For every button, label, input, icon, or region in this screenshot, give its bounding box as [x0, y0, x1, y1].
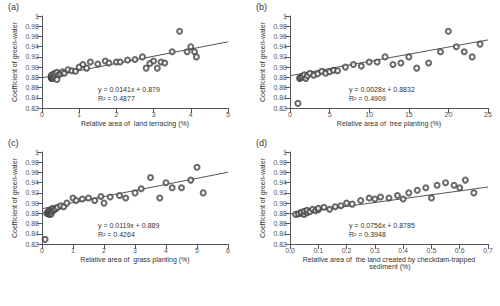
svg-text:0.88: 0.88: [273, 210, 287, 217]
svg-text:0.96: 0.96: [273, 169, 287, 176]
svg-text:0.88: 0.88: [273, 74, 287, 81]
svg-text:5: 5: [226, 111, 230, 118]
svg-text:0.98: 0.98: [273, 159, 287, 166]
svg-text:0.5: 0.5: [427, 247, 437, 254]
svg-text:4: 4: [189, 111, 193, 118]
svg-text:10: 10: [365, 111, 373, 118]
svg-text:0.6: 0.6: [455, 247, 465, 254]
svg-text:6: 6: [226, 247, 230, 254]
svg-text:0.90: 0.90: [273, 200, 287, 207]
svg-text:R² = 0.4264: R² = 0.4264: [98, 231, 135, 238]
svg-text:0.82: 0.82: [273, 240, 287, 248]
svg-text:R² = 0.4909: R² = 0.4909: [349, 95, 386, 102]
svg-text:1: 1: [71, 247, 75, 254]
svg-text:1: 1: [35, 13, 39, 20]
svg-text:Relative area of grass planti: Relative area of grass planting (%): [80, 256, 189, 264]
svg-text:0.92: 0.92: [273, 189, 287, 196]
svg-text:1: 1: [283, 13, 287, 20]
svg-text:0.84: 0.84: [273, 94, 287, 101]
svg-text:0.7: 0.7: [483, 247, 493, 254]
svg-text:Coefficient of green-water: Coefficient of green-water: [11, 157, 19, 238]
svg-text:0.82: 0.82: [25, 241, 39, 248]
svg-text:0.90: 0.90: [25, 200, 39, 207]
svg-text:0.92: 0.92: [273, 53, 287, 60]
svg-text:Relative area of tree plantin: Relative area of tree planting (%): [337, 120, 441, 128]
svg-text:3: 3: [152, 111, 156, 118]
svg-text:0.98: 0.98: [273, 23, 287, 30]
svg-text:0.94: 0.94: [273, 43, 287, 50]
svg-text:0.84: 0.84: [25, 94, 39, 101]
svg-text:0.88: 0.88: [25, 74, 39, 81]
svg-text:0.92: 0.92: [25, 189, 39, 196]
svg-text:1: 1: [283, 149, 287, 156]
svg-text:0.82: 0.82: [273, 105, 287, 112]
svg-text:R² = 0.4877: R² = 0.4877: [98, 95, 135, 102]
svg-text:y = 0.0141x + 0.879: y = 0.0141x + 0.879: [98, 86, 160, 94]
svg-text:0.86: 0.86: [25, 84, 39, 91]
svg-text:0.82: 0.82: [25, 105, 39, 112]
svg-text:0: 0: [288, 111, 292, 118]
svg-text:(a): (a): [8, 2, 19, 12]
svg-text:4: 4: [164, 247, 168, 254]
svg-text:0.88: 0.88: [25, 210, 39, 217]
svg-text:0.1: 0.1: [313, 247, 323, 254]
svg-text:0.96: 0.96: [25, 33, 39, 40]
svg-text:0.98: 0.98: [25, 23, 39, 30]
svg-text:0.0: 0.0: [285, 247, 295, 254]
svg-text:0.2: 0.2: [342, 247, 352, 254]
svg-text:0.92: 0.92: [25, 53, 39, 60]
svg-text:15: 15: [405, 111, 413, 118]
svg-text:5: 5: [195, 247, 199, 254]
svg-text:0.4: 0.4: [398, 247, 408, 254]
svg-text:0.98: 0.98: [25, 159, 39, 166]
svg-text:0.94: 0.94: [273, 179, 287, 186]
svg-text:Coefficient of green-water: Coefficient of green-water: [259, 21, 267, 102]
svg-text:0.84: 0.84: [25, 230, 39, 237]
svg-text:0.96: 0.96: [25, 169, 39, 176]
svg-text:(c): (c): [8, 138, 19, 148]
svg-text:(b): (b): [256, 2, 267, 12]
svg-text:1: 1: [77, 111, 81, 118]
svg-text:5: 5: [328, 111, 332, 118]
svg-text:Coefficient of green-water: Coefficient of green-water: [259, 157, 267, 238]
svg-text:Relative area of land terraci: Relative area of land terracing (%): [81, 120, 189, 128]
svg-text:0: 0: [40, 247, 44, 254]
svg-text:0.94: 0.94: [25, 179, 39, 186]
svg-text:Coefficient of green-water: Coefficient of green-water: [11, 21, 19, 102]
svg-text:Relative area of the land crea: Relative area of the land created by che…: [302, 256, 476, 263]
svg-text:0.90: 0.90: [273, 64, 287, 71]
svg-text:R² = 0.3948: R² = 0.3948: [349, 231, 386, 238]
svg-text:y = 0.0119x + 0.889: y = 0.0119x + 0.889: [98, 222, 159, 230]
svg-text:2: 2: [114, 111, 118, 118]
svg-text:y = 0.0028x + 0.8832: y = 0.0028x + 0.8832: [349, 86, 415, 94]
svg-text:0: 0: [40, 111, 44, 118]
svg-text:25: 25: [484, 111, 492, 118]
svg-text:sediment (%): sediment (%): [367, 263, 410, 271]
svg-text:0.96: 0.96: [273, 33, 287, 40]
svg-text:0.94: 0.94: [25, 43, 39, 50]
svg-text:0.90: 0.90: [25, 64, 39, 71]
svg-text:y = 0.0756x + 0.8785: y = 0.0756x + 0.8785: [349, 222, 415, 230]
svg-text:2: 2: [102, 247, 106, 254]
svg-text:0.86: 0.86: [273, 220, 287, 227]
svg-text:(d): (d): [256, 138, 267, 148]
svg-text:0.84: 0.84: [273, 230, 287, 237]
svg-text:20: 20: [445, 111, 453, 118]
svg-text:0.86: 0.86: [25, 220, 39, 227]
svg-text:3: 3: [133, 247, 137, 254]
svg-text:0.86: 0.86: [273, 84, 287, 91]
svg-text:0.3: 0.3: [370, 247, 380, 254]
svg-text:1: 1: [35, 149, 39, 156]
